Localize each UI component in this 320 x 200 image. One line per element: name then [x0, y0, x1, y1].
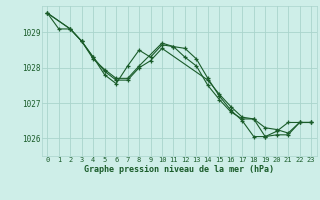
X-axis label: Graphe pression niveau de la mer (hPa): Graphe pression niveau de la mer (hPa) [84, 165, 274, 174]
